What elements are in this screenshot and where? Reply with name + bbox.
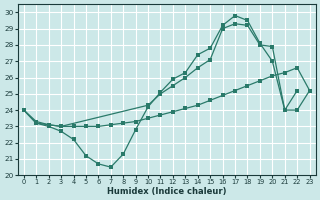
X-axis label: Humidex (Indice chaleur): Humidex (Indice chaleur) [107,187,227,196]
